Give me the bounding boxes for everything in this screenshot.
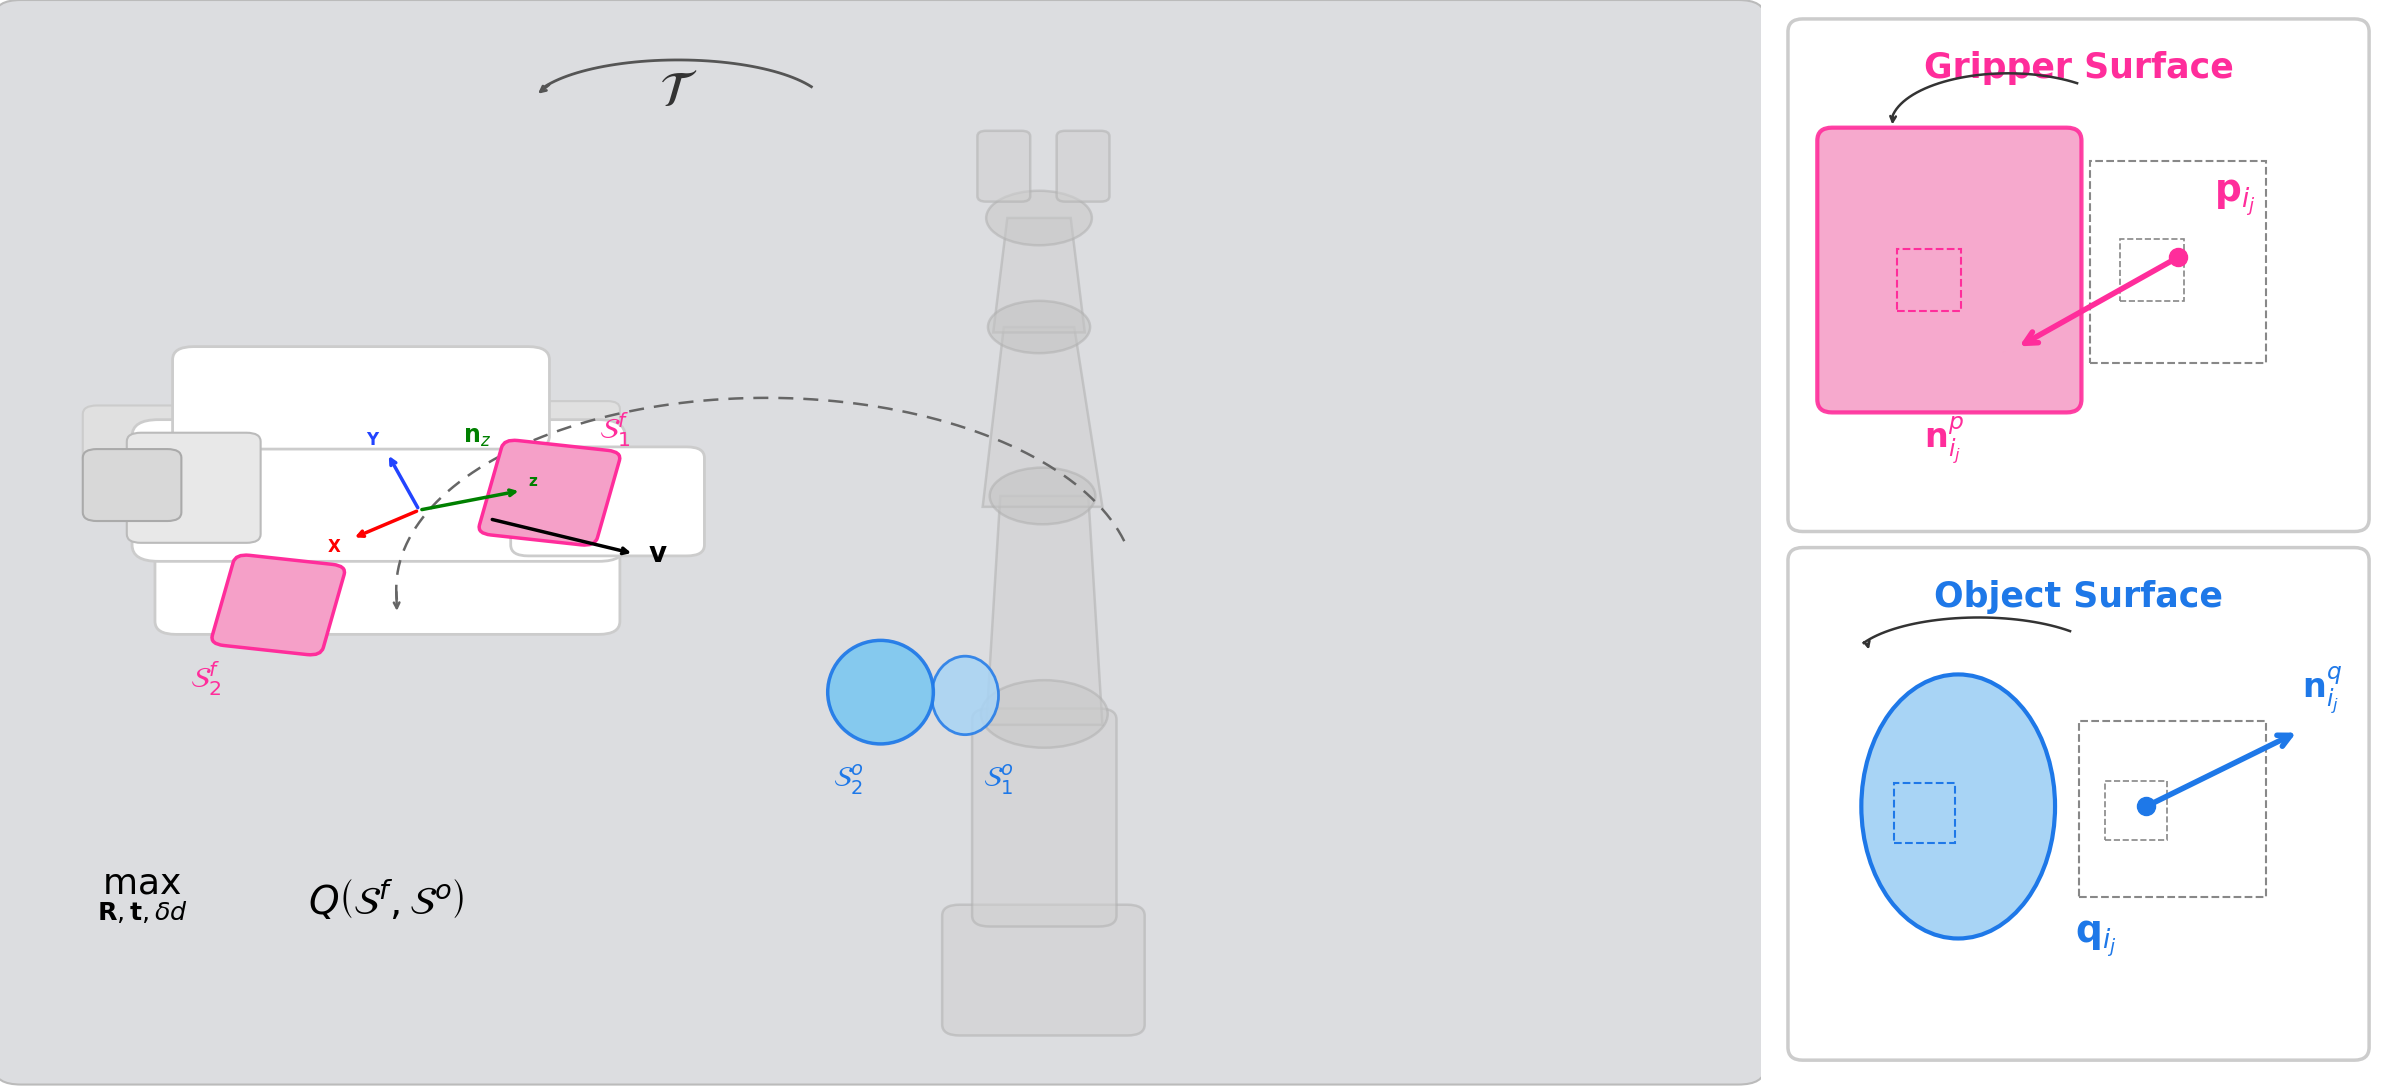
- Text: $\mathbf{v}$: $\mathbf{v}$: [647, 541, 668, 569]
- Text: $\mathbf{n}^p_{i_j}$: $\mathbf{n}^p_{i_j}$: [1924, 415, 1962, 467]
- Ellipse shape: [990, 468, 1095, 524]
- Ellipse shape: [987, 191, 1093, 245]
- FancyBboxPatch shape: [1057, 131, 1109, 202]
- Text: $\mathcal{S}_2^o$: $\mathcal{S}_2^o$: [834, 763, 865, 798]
- Bar: [2106, 780, 2166, 840]
- Bar: [1893, 783, 1955, 843]
- Text: z: z: [527, 474, 537, 489]
- Text: $\mathbf{p}_{i_j}$: $\mathbf{p}_{i_j}$: [2214, 178, 2255, 218]
- Polygon shape: [982, 327, 1102, 507]
- FancyBboxPatch shape: [1787, 547, 2370, 1061]
- FancyBboxPatch shape: [211, 555, 345, 655]
- FancyBboxPatch shape: [0, 0, 1763, 1085]
- FancyBboxPatch shape: [942, 905, 1145, 1036]
- Text: $\mathcal{S}_2^f$: $\mathcal{S}_2^f$: [189, 659, 223, 698]
- Text: Object Surface: Object Surface: [1934, 580, 2223, 614]
- Bar: [1898, 250, 1960, 312]
- Text: $\mathbf{q}_{i_j}$: $\mathbf{q}_{i_j}$: [2075, 918, 2118, 958]
- FancyBboxPatch shape: [173, 347, 549, 449]
- FancyBboxPatch shape: [515, 401, 621, 455]
- FancyBboxPatch shape: [127, 433, 261, 543]
- Ellipse shape: [827, 641, 934, 743]
- Bar: [2120, 239, 2185, 301]
- FancyBboxPatch shape: [1816, 128, 2082, 412]
- Text: $\underset{\mathbf{R},\mathbf{t},\delta d}{\max}$: $\underset{\mathbf{R},\mathbf{t},\delta …: [96, 872, 187, 926]
- Text: $\mathcal{T}$: $\mathcal{T}$: [659, 68, 697, 118]
- FancyBboxPatch shape: [84, 405, 208, 467]
- Text: Y: Y: [367, 431, 379, 449]
- FancyBboxPatch shape: [973, 708, 1117, 926]
- Text: $\mathcal{S}_1^f$: $\mathcal{S}_1^f$: [599, 411, 630, 449]
- Ellipse shape: [932, 656, 999, 735]
- FancyBboxPatch shape: [84, 449, 182, 521]
- Ellipse shape: [1862, 675, 2056, 938]
- Ellipse shape: [987, 301, 1090, 353]
- Polygon shape: [987, 496, 1102, 725]
- Polygon shape: [994, 218, 1085, 332]
- FancyBboxPatch shape: [479, 440, 621, 545]
- Text: $\mathbf{n}^q_{i_j}$: $\mathbf{n}^q_{i_j}$: [2303, 665, 2341, 715]
- FancyBboxPatch shape: [978, 131, 1030, 202]
- Text: $Q\left(\mathcal{S}^f, \mathcal{S}^o\right)$: $Q\left(\mathcal{S}^f, \mathcal{S}^o\rig…: [309, 876, 465, 922]
- Text: $\mathbf{n}_z$: $\mathbf{n}_z$: [462, 425, 491, 449]
- Text: Gripper Surface: Gripper Surface: [1924, 51, 2233, 85]
- Text: $\mathcal{S}_1^o$: $\mathcal{S}_1^o$: [982, 763, 1014, 798]
- FancyBboxPatch shape: [510, 447, 704, 556]
- Ellipse shape: [980, 680, 1107, 748]
- Text: X: X: [328, 537, 340, 556]
- FancyBboxPatch shape: [156, 510, 621, 634]
- FancyBboxPatch shape: [132, 420, 625, 561]
- FancyBboxPatch shape: [1787, 19, 2370, 532]
